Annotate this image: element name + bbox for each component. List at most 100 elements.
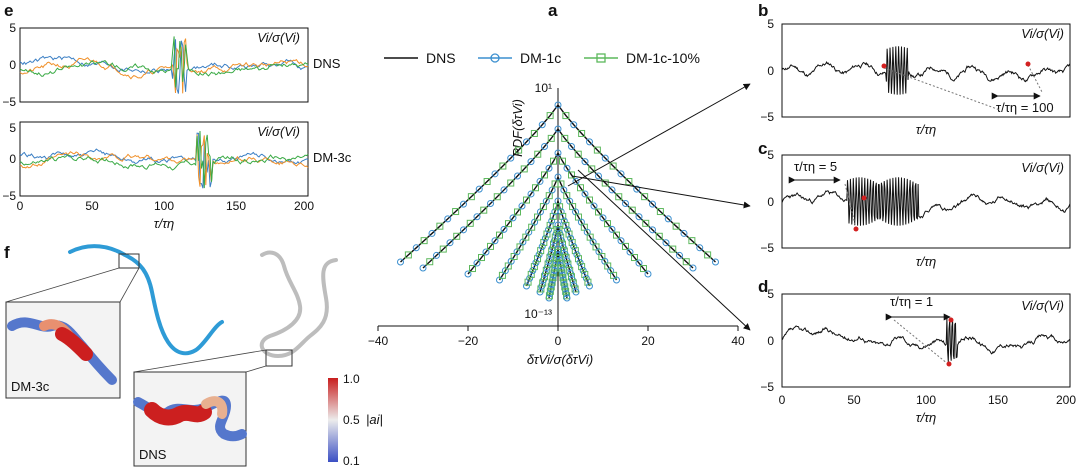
pdf-marker-dm1c [680,229,688,237]
pdf-marker-dm1c10 [505,220,512,228]
pdf-marker-dm1c10 [672,222,680,230]
e-bot-ylabel: Vi/σ(Vi) [257,124,300,139]
pdf-marker-dm1c10 [581,270,589,278]
pdf-marker-dm1c10 [539,203,547,211]
pdf-marker-dm1c [500,186,508,194]
e-series-line [19,130,309,189]
pdf-marker-dm1c10 [593,146,601,154]
pdf-marker-dm1c [586,282,593,290]
pdf-marker-dm1c [535,251,543,259]
pdf-marker-dm1c10 [641,193,649,201]
d-xtick-150: 150 [988,393,1008,407]
pdf-marker-dm1c [649,200,656,208]
pdf-marker-dm1c [570,243,578,251]
pdf-marker-dm1c10 [546,112,554,120]
pdf-marker-dm1c10 [563,192,571,200]
pdf-marker-dm1c [567,234,575,242]
pdf-marker-dm1c [538,121,546,129]
inset-tube-dns [201,396,228,419]
pdf-marker-dm1c10 [601,179,609,187]
pdf-marker-dm1c [433,251,440,259]
b-ytick-0: 0 [767,64,774,78]
d-xtick-0: 0 [779,393,786,407]
a-curves-group [397,101,719,302]
d-ylabel: Vi/σ(Vi) [1021,298,1064,313]
pdf-marker-dm1c10 [436,222,444,230]
pdf-marker-dm1c [613,276,620,284]
c-ytick-5: 5 [767,148,774,162]
pdf-marker-dm1c10 [571,247,579,255]
pdf-marker-dm1c [550,237,558,245]
pdf-marker-dm1c [473,213,481,221]
pdf-marker-dm1c [635,213,643,221]
pdf-curve-dns [422,127,694,269]
pdf-marker-dm1c [554,221,562,229]
pdf-marker-dm1c10 [404,251,412,259]
pdf-marker-dm1c [676,251,683,259]
pdf-marker-dm1c [491,170,499,178]
panel-f: DM-3c DNS 1.0 0.5 0.1 |ai| [5,244,383,468]
pdf-marker-dm1c [545,226,553,234]
pdf-marker-dm1c10 [527,270,535,278]
pdf-marker-dm1c10 [631,254,638,262]
d-marker [946,361,952,367]
colorbar [328,378,338,462]
pdf-marker-dm1c [582,274,590,282]
arrow-to-d [577,169,751,331]
pdf-marker-dm1c10 [515,146,523,154]
pdf-marker-dm1c10 [426,258,434,266]
e-label-dns: DNS [313,56,341,71]
pdf-marker-dm1c10 [557,180,565,188]
pdf-marker-dm1c10 [628,206,636,214]
pdf-marker-dm1c [554,173,562,181]
e-top-ytick-0: 0 [9,58,16,72]
pdf-marker-dm1c10 [568,171,575,179]
a-xlabel: δτVi/σ(δτVi) [527,352,593,367]
d-ytick-0: 0 [767,334,774,348]
pdf-marker-dm1c10 [478,254,485,262]
b-xlabel: τ/τη [916,122,937,137]
pdf-marker-dm1c10 [541,171,548,179]
pdf-marker-dm1c [514,172,521,180]
d-xtick-50: 50 [847,393,861,407]
e-xtick-150: 150 [226,199,246,213]
pdf-marker-dm1c10 [559,157,566,165]
panel-label-f: f [4,243,10,262]
pdf-marker-dm1c10 [656,208,664,216]
zoom-line [133,349,267,373]
pdf-marker-dm1c [500,225,508,233]
b-ytick-5: 5 [767,17,774,31]
pdf-marker-dm1c10 [565,230,573,238]
c-ylabel: Vi/σ(Vi) [1021,160,1064,175]
b-ylabel: Vi/σ(Vi) [1021,26,1064,41]
a-xtick-neg20: −20 [458,334,479,348]
pdf-marker-dm1c10 [537,247,545,255]
pdf-marker-dm1c10 [546,254,554,262]
pdf-marker-dm1c [586,138,593,146]
pdf-marker-dm1c10 [588,165,596,173]
pdf-marker-dm1c [526,274,534,282]
pdf-marker-dm1c [473,259,481,267]
pdf-marker-dm1c [712,258,719,266]
pdf-marker-dm1c [545,164,553,172]
pdf-marker-dm1c [529,267,537,275]
pdf-marker-dm1c10 [615,193,623,201]
pdf-marker-dm1c [482,248,490,256]
pdf-marker-dm1c10 [559,240,566,248]
arrow-to-b [567,83,751,187]
b-annotation: τ/τη = 100 [996,100,1054,115]
pdf-marker-dm1c [532,259,540,267]
pdf-marker-dm1c [558,237,566,245]
pdf-marker-dm1c10 [562,221,570,229]
e-series-line [19,36,309,88]
legend-marker-dm1c [490,53,500,63]
pdf-marker-dm1c10 [550,269,558,277]
pdf-marker-dm1c [581,158,589,166]
pdf-marker-dm1c10 [524,278,532,286]
zoom-line [5,267,120,303]
a-ylabel: PDF(δτVi) [510,99,525,157]
pdf-marker-dm1c [570,121,578,129]
pdf-marker-dm1c10 [604,220,611,228]
pdf-curve-dns [467,151,649,275]
